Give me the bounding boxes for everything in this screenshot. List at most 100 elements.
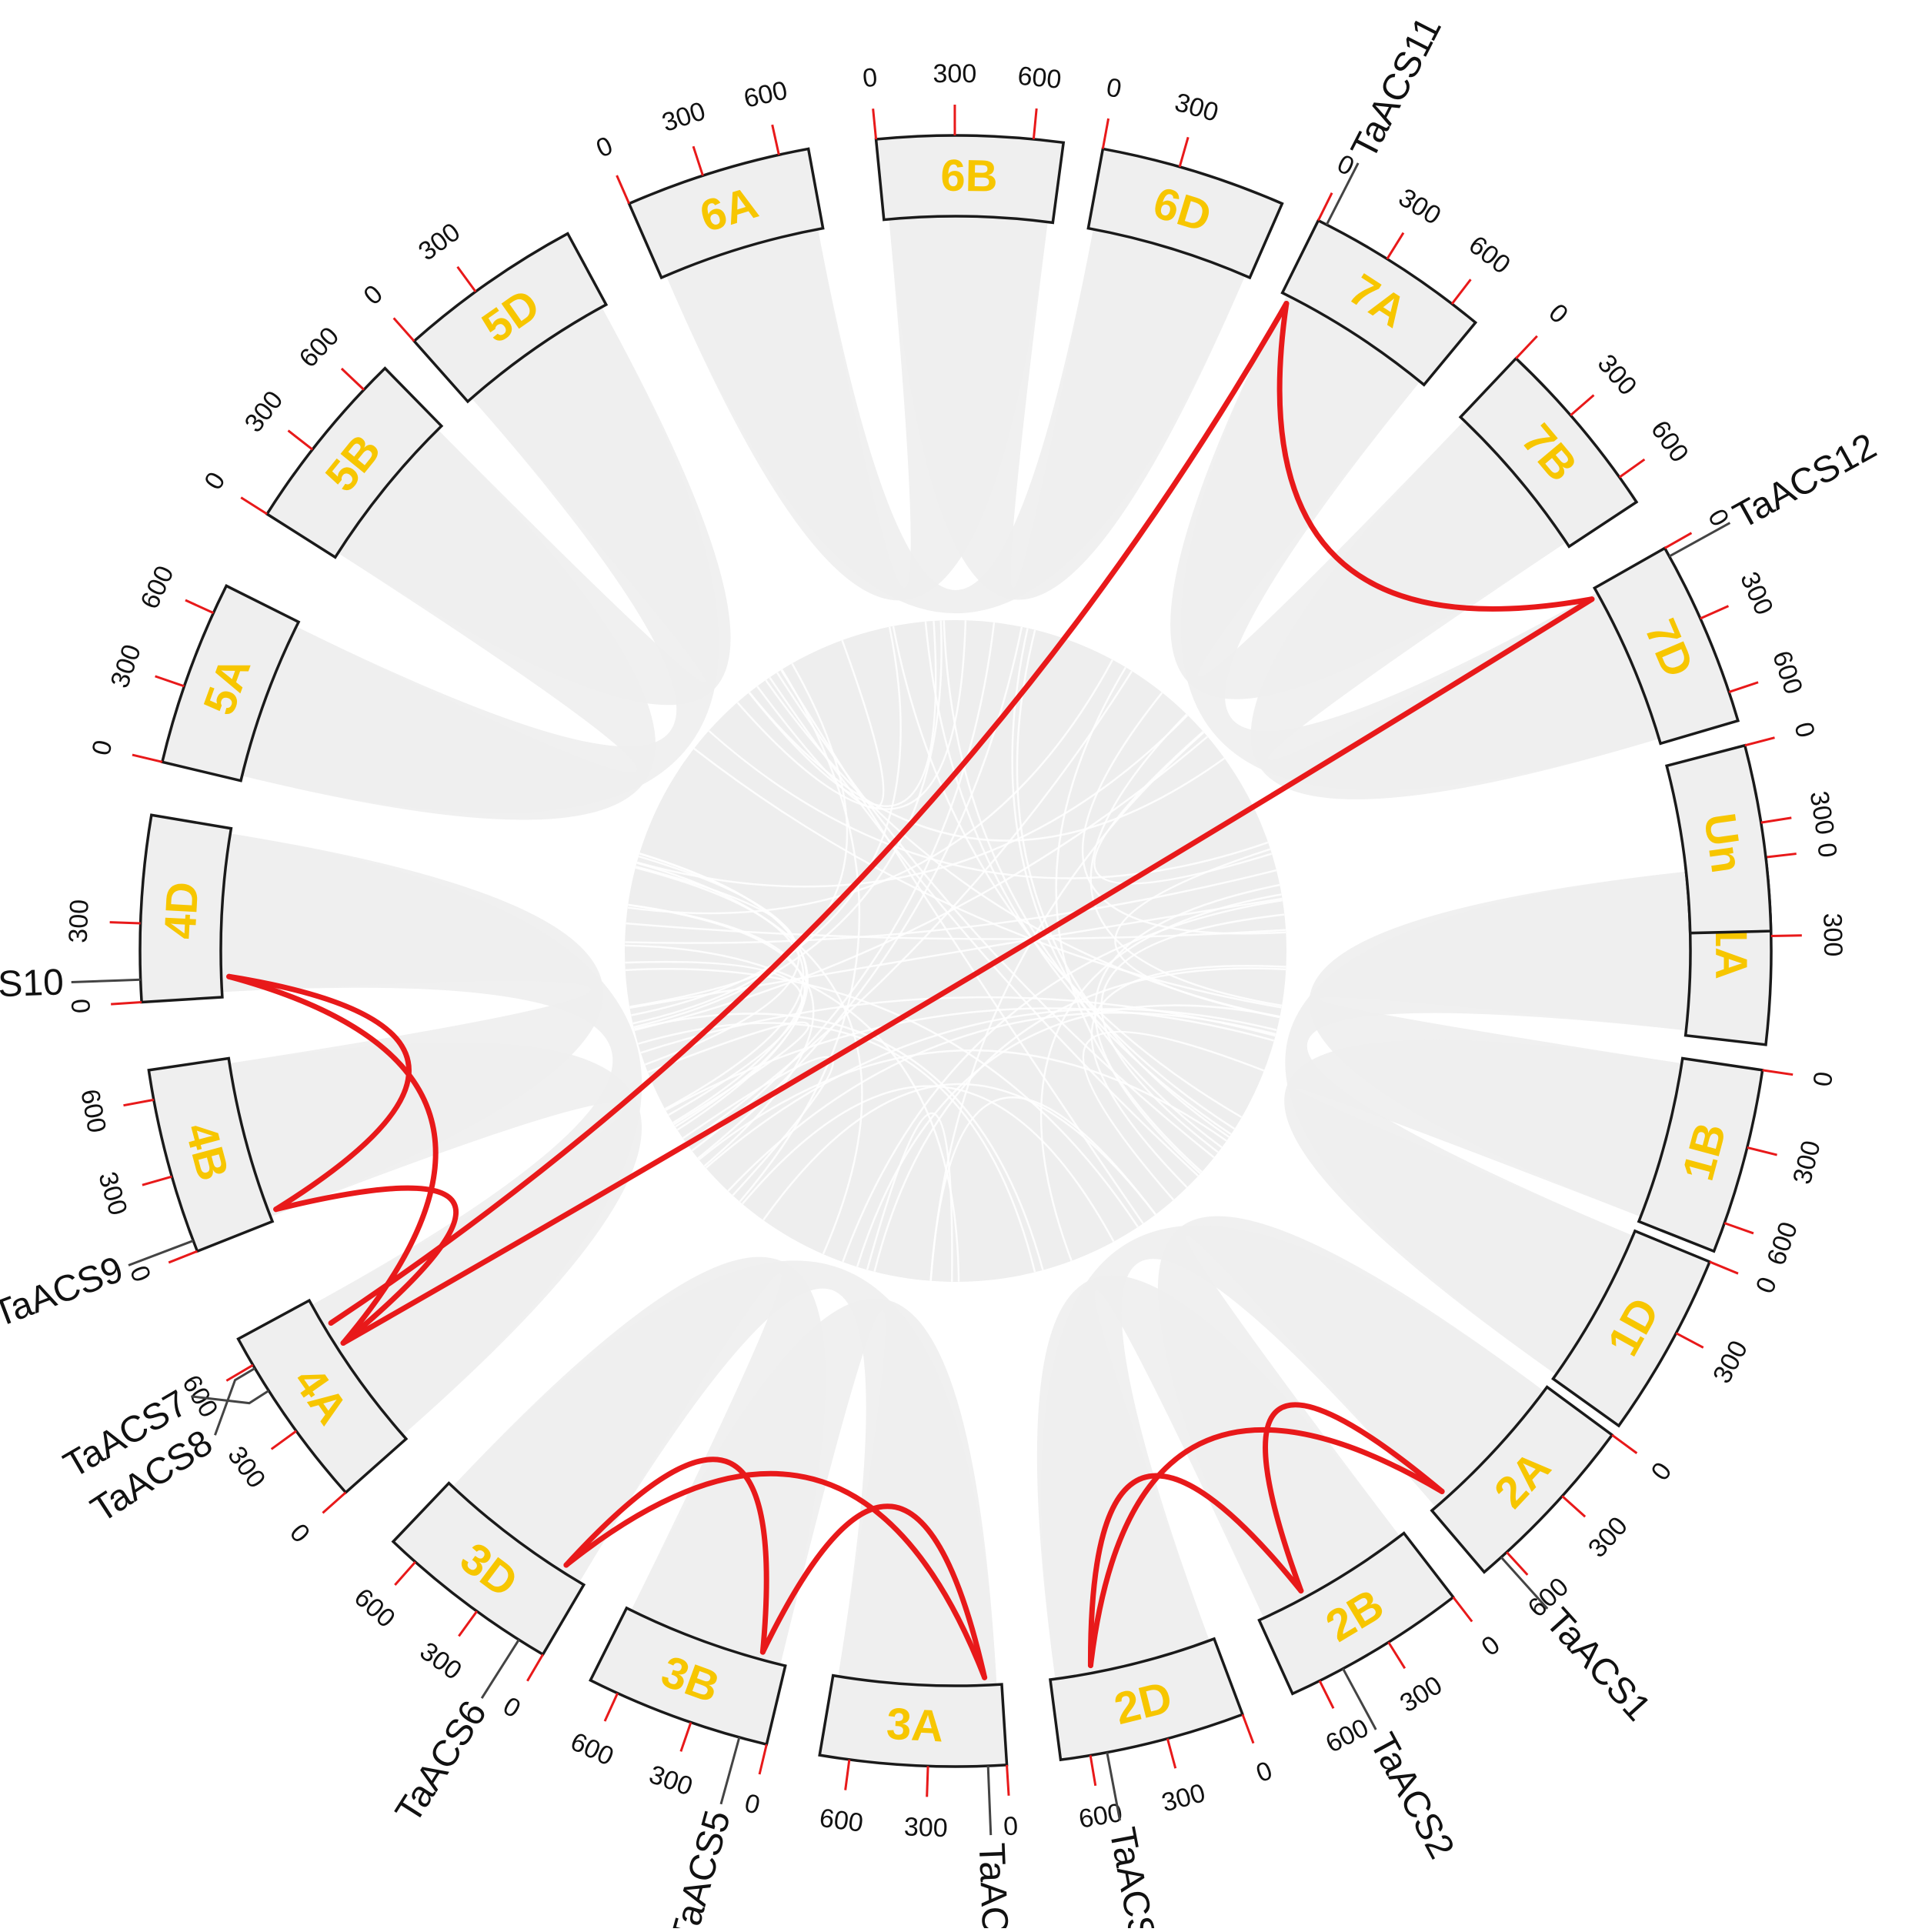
tick-6D-300 — [1180, 137, 1188, 166]
gene-TaACS1: TaACS1 — [1501, 1557, 1658, 1729]
tick-2A-0 — [1612, 1435, 1637, 1453]
tick-label-2D-0: 0 — [1253, 1756, 1276, 1788]
tick-label-5A-300: 300 — [105, 641, 147, 692]
tick-1B-600 — [1724, 1223, 1754, 1233]
tick-6A-600 — [772, 125, 779, 155]
tick-3A-0 — [1007, 1765, 1009, 1796]
tick-4B-300 — [142, 1176, 172, 1185]
tick-3B-0 — [759, 1744, 766, 1774]
tick-label-6D-0: 0 — [1104, 72, 1123, 104]
gene-TaACS4: TaACS4 — [971, 1766, 1017, 1928]
tick-label-2B-0: 0 — [1476, 1630, 1505, 1662]
tick-2D-300 — [1167, 1739, 1175, 1769]
gene-label-TaACS5: TaACS5 — [663, 1806, 739, 1928]
tick-label-1B-0: 0 — [1808, 1069, 1839, 1088]
tick-label-1D-300: 300 — [1707, 1336, 1754, 1388]
chromosome-label-6B: 6B — [940, 151, 998, 202]
tick-label-4B-600: 600 — [75, 1087, 112, 1136]
tick-label-6D-300: 300 — [1172, 88, 1222, 128]
tick-1D-300 — [1676, 1333, 1703, 1348]
tick-3D-600 — [395, 1562, 415, 1585]
tick-6A-300 — [693, 146, 702, 175]
tick-2B-600 — [1320, 1681, 1333, 1709]
tick-2D-600 — [1090, 1755, 1096, 1785]
tick-label-Un-0: 0 — [1788, 719, 1820, 741]
gene-pointer-TaACS9 — [128, 1241, 193, 1266]
tick-6D-0 — [1103, 118, 1108, 148]
tick-label-5B-0: 0 — [199, 467, 231, 495]
gene-label-TaACS9: TaACS9 — [0, 1249, 128, 1335]
tick-label-5D-300: 300 — [413, 217, 465, 266]
tick-label-4A-0: 0 — [284, 1518, 315, 1548]
tick-3A-300 — [927, 1766, 928, 1797]
tick-2B-0 — [1453, 1597, 1472, 1622]
tick-label-2A-0: 0 — [1646, 1457, 1678, 1487]
tick-6A-0 — [617, 175, 629, 204]
tick-label-3A-300: 300 — [903, 1812, 948, 1843]
tick-5B-0 — [241, 498, 267, 514]
tick-4A-0 — [322, 1493, 345, 1513]
tick-2A-300 — [1562, 1497, 1585, 1517]
tick-label-3D-0: 0 — [498, 1691, 526, 1723]
tick-4B-600 — [123, 1099, 153, 1105]
tick-label-7A-0: 0 — [1333, 149, 1359, 182]
tick-5D-300 — [458, 267, 476, 292]
gene-TaACS9: TaACS9 — [0, 1241, 193, 1336]
tick-3A-600 — [846, 1760, 849, 1790]
gene-label-TaACS11: TaACS11 — [1343, 11, 1450, 166]
tick-7D-600 — [1729, 682, 1758, 692]
gene-label-TaACS4: TaACS4 — [971, 1842, 1017, 1928]
tick-4B-0 — [169, 1251, 197, 1263]
tick-label-7D-0: 0 — [1702, 504, 1734, 531]
chromosome-label-Un: Un — [1694, 810, 1752, 876]
tick-5A-0 — [132, 755, 162, 762]
tick-7B-0 — [1516, 336, 1537, 359]
gene-pointer-TaACS10 — [72, 979, 141, 982]
tick-label-1D-0: 0 — [1750, 1273, 1783, 1297]
tick-7D-300 — [1700, 606, 1729, 619]
tick-label-3B-600: 600 — [566, 1727, 618, 1771]
gene-pointer-TaACS5 — [721, 1737, 739, 1804]
tick-label-4A-300: 300 — [222, 1441, 271, 1493]
tick-label-3B-0: 0 — [742, 1788, 762, 1820]
tick-Un-0 — [1745, 738, 1775, 746]
tick-label-4D-300: 300 — [64, 899, 95, 943]
tick-1B-300 — [1747, 1147, 1777, 1155]
tick-1B-0 — [1763, 1070, 1794, 1075]
chromosome-label-3A: 3A — [886, 1699, 945, 1752]
gene-label-TaACS1: TaACS1 — [1537, 1601, 1658, 1729]
tick-2A-600 — [1507, 1552, 1527, 1574]
tick-7B-300 — [1570, 395, 1593, 415]
tick-label-6A-600: 600 — [741, 75, 790, 113]
tick-4A-300 — [272, 1431, 296, 1450]
tick-label-5A-600: 600 — [135, 562, 179, 613]
tick-label-6B-300: 300 — [933, 59, 977, 88]
gene-TaACS12: TaACS12 — [1670, 425, 1884, 556]
tick-7A-600 — [1452, 279, 1470, 304]
tick-label-7B-0: 0 — [1543, 298, 1573, 329]
tick-label-1B-300: 300 — [1787, 1138, 1827, 1187]
tick-label-7D-600: 600 — [1767, 647, 1808, 698]
tick-Un-300 — [1761, 818, 1792, 823]
tick-label-3D-600: 600 — [349, 1583, 401, 1633]
tick-4D-0 — [111, 1003, 142, 1005]
tick-label-7B-600: 600 — [1645, 415, 1694, 468]
gene-pointer-TaACS4 — [988, 1766, 991, 1835]
gene-TaACS11: TaACS11 — [1326, 11, 1450, 225]
tick-label-3A-0: 0 — [1003, 1811, 1019, 1841]
tick-label-2B-300: 300 — [1395, 1670, 1447, 1718]
tick-3D-0 — [527, 1654, 542, 1681]
gene-label-TaACS6: TaACS6 — [388, 1693, 495, 1830]
tick-3B-600 — [605, 1693, 618, 1721]
tick-3B-300 — [681, 1723, 691, 1752]
background-synteny-ribbons — [221, 216, 1690, 1686]
tick-label-6A-0: 0 — [592, 131, 617, 163]
tick-5D-0 — [394, 318, 415, 341]
tick-7B-600 — [1620, 459, 1645, 477]
tick-label-1A-300: 300 — [1817, 913, 1847, 956]
tick-2D-0 — [1243, 1714, 1253, 1743]
tick-label-6B-0: 0 — [861, 63, 879, 94]
